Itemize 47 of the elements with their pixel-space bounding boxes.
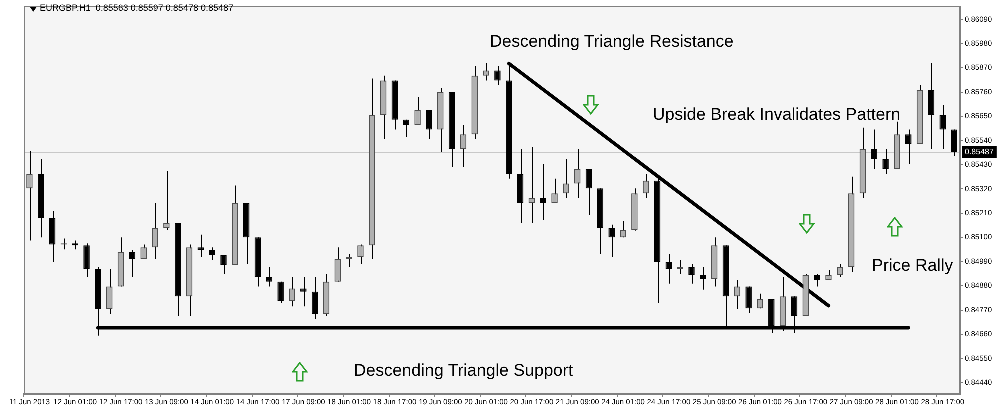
candlestick [278,281,284,304]
candlestick [620,220,626,238]
candlestick [837,264,844,278]
candlestick [460,124,467,168]
candlestick [688,264,695,284]
candlestick [312,276,318,320]
candlestick [905,129,912,165]
candlestick [608,224,615,258]
candlestick [483,62,490,82]
candlestick [528,146,536,224]
candlestick [164,170,170,230]
candlestick [757,293,764,310]
candlestick [642,174,650,199]
candlestick [586,168,592,216]
annotation: Descending Triangle Support [354,361,574,381]
candlestick [129,250,136,278]
candlestick [552,178,558,204]
candlestick [289,276,296,308]
candlestick [26,150,33,242]
candlestick [540,164,547,221]
candlestick [414,96,421,126]
candlestick [940,104,946,150]
ref-line-label: 0.85487 [965,148,994,157]
candlestick [300,276,307,308]
candlestick [266,266,273,288]
candlestick [334,247,342,282]
candlestick [746,286,752,314]
candlestick [198,234,204,258]
annotation: Descending Triangle Resistance [490,32,734,52]
chart-title: EURGBP.H1 0.85563 0.85597 0.85478 0.85487 [40,3,234,13]
candlestick [928,62,935,150]
annotation: Price Rally [872,256,954,276]
annotation: Upside Break Invalidates Pattern [653,105,901,125]
candlestick [84,243,90,278]
candlestick [563,158,570,199]
candlestick [106,268,113,315]
candlestick [871,129,878,170]
candlestick [358,244,364,265]
candlestick [426,110,432,140]
candlestick [403,119,410,138]
candlestick [574,148,581,199]
candlestick [814,274,820,288]
candlestick [140,244,147,260]
candlestick [951,129,958,157]
candlestick [826,270,832,280]
candlestick [700,266,706,290]
candlestick [152,202,158,260]
